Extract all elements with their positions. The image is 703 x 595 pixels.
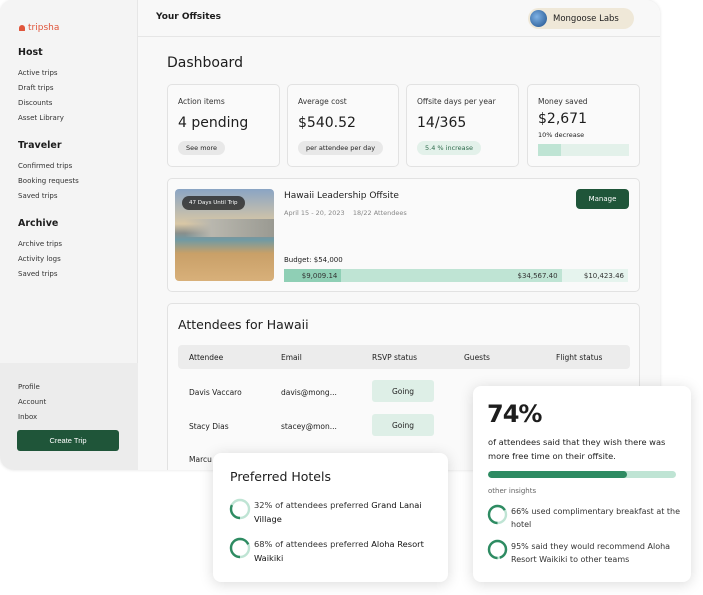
attendees-title: Attendees for Hawaii (178, 317, 309, 332)
col-attendee[interactable]: Attendee (189, 353, 224, 362)
stat-offsite-days: Offsite days per year 14/365 5.4 % incre… (406, 84, 519, 167)
logo-icon (19, 25, 25, 31)
hotel-stat: 68% of attendees preferred Aloha Resort … (254, 537, 434, 565)
progress-ring-icon (229, 537, 251, 559)
stat-pill: per attendee per day (298, 141, 384, 155)
hotel-stat-text: 68% of attendees preferred (254, 539, 372, 549)
insights-card: 74% of attendees said that they wish the… (473, 386, 691, 582)
insight-item: 66% used complimentary breakfast at the … (511, 507, 681, 529)
budget-segment: $10,423.46 (561, 269, 628, 282)
progress-fill (488, 471, 628, 478)
stat-label: Offsite days per year (417, 97, 496, 106)
org-name: Mongoose Labs (553, 13, 619, 24)
trip-photo: 47 Days Until Trip (175, 189, 274, 281)
insight-text: of attendees said that they wish there w… (488, 437, 666, 461)
stat-average-cost: Average cost $540.52 per attendee per da… (287, 84, 399, 167)
sidebar-item-booking-requests[interactable]: Booking requests (18, 177, 79, 185)
stat-value: 14/365 (417, 115, 467, 131)
col-rsvp[interactable]: RSVP status (372, 353, 418, 362)
page-title: Dashboard (167, 55, 243, 71)
insight-percent: 74% (487, 400, 542, 428)
attendee-email: stacey@mon... (281, 422, 337, 431)
manage-button[interactable]: Manage (576, 189, 629, 209)
trip-attendees: 18/22 Attendees (352, 209, 407, 217)
stat-label: Average cost (298, 97, 347, 106)
sidebar-item-archive-saved-trips[interactable]: Saved trips (18, 270, 58, 278)
stat-value: $540.52 (298, 115, 356, 131)
hotel-name: Grand Lanai Village (254, 500, 422, 524)
days-until-badge: 47 Days Until Trip (182, 196, 245, 210)
sidebar-item-archive-trips[interactable]: Archive trips (18, 240, 63, 248)
sidebar-item-discounts[interactable]: Discounts (18, 99, 53, 107)
rsvp-badge: Going (372, 380, 434, 402)
trip-card: 47 Days Until Trip Hawaii Leadership Off… (167, 178, 640, 292)
stat-label: Action items (178, 97, 225, 106)
budget-bar: $9,009.14 $34,567.40 $10,423.46 (284, 269, 628, 282)
progress-ring-icon (229, 498, 251, 520)
insight-progress (488, 471, 676, 478)
header-title: Your Offsites (156, 12, 221, 22)
attendee-name: Davis Vaccaro (189, 388, 242, 397)
section-archive: Archive (18, 218, 59, 229)
money-saved-progress (538, 144, 629, 156)
col-email[interactable]: Email (281, 353, 302, 362)
org-avatar (530, 10, 547, 27)
org-switcher[interactable]: Mongoose Labs (528, 8, 634, 29)
sidebar-item-active-trips[interactable]: Active trips (18, 69, 58, 77)
stat-label: Money saved (538, 97, 588, 106)
hotel-name: Aloha Resort Waikiki (254, 539, 424, 563)
other-insights-label: other insights (488, 487, 537, 495)
sidebar-item-inbox[interactable]: Inbox (18, 413, 38, 421)
sidebar-item-confirmed-trips[interactable]: Confirmed trips (18, 162, 73, 170)
trip-dates: April 15 - 20, 2023 (284, 209, 345, 217)
brand-name: tripsha (28, 23, 60, 33)
sidebar-bottom (0, 363, 138, 470)
hotel-stat: 32% of attendees preferred Grand Lanai V… (254, 498, 434, 526)
sidebar: tripsha Host Active trips Draft trips Di… (0, 0, 138, 470)
stat-money-saved: Money saved $2,671 10% decrease (527, 84, 640, 167)
attendees-table-header: Attendee Email RSVP status Guests Flight… (178, 345, 630, 369)
section-host: Host (18, 47, 43, 58)
rsvp-badge: Going (372, 414, 434, 436)
top-header: Your Offsites Mongoose Labs (138, 0, 660, 37)
col-flight[interactable]: Flight status (556, 353, 603, 362)
section-traveler: Traveler (18, 140, 62, 151)
progress-fill (538, 144, 561, 156)
sidebar-item-draft-trips[interactable]: Draft trips (18, 84, 54, 92)
see-more-button[interactable]: See more (178, 141, 226, 155)
attendee-email: davis@mong... (281, 388, 337, 397)
attendee-name: Stacy Dias (189, 422, 229, 431)
insight-item: 95% said they would recommend Aloha Reso… (511, 542, 671, 564)
sidebar-item-profile[interactable]: Profile (18, 383, 40, 391)
attendee-name: Marcu (189, 455, 212, 464)
create-trip-button[interactable]: Create Trip (17, 430, 119, 451)
stat-value: 4 pending (178, 115, 249, 131)
trip-meta: April 15 - 20, 2023 18/22 Attendees (284, 209, 407, 217)
preferred-hotels-card: Preferred Hotels 32% of attendees prefer… (213, 453, 448, 582)
sidebar-item-asset-library[interactable]: Asset Library (18, 114, 64, 122)
logo[interactable]: tripsha (19, 23, 59, 33)
sidebar-item-activity-logs[interactable]: Activity logs (18, 255, 61, 263)
trip-name[interactable]: Hawaii Leadership Offsite (284, 191, 399, 201)
stat-sub: 10% decrease (538, 131, 585, 139)
progress-ring-icon (487, 504, 508, 525)
hotel-stat-text: 32% of attendees preferred (254, 500, 372, 510)
budget-segment: $34,567.40 (341, 269, 562, 282)
stat-value: $2,671 (538, 111, 587, 127)
col-guests[interactable]: Guests (464, 353, 490, 362)
progress-ring-icon (487, 539, 508, 560)
stat-pill: 5.4 % increase (417, 141, 482, 155)
sidebar-item-account[interactable]: Account (18, 398, 47, 406)
sidebar-item-saved-trips[interactable]: Saved trips (18, 192, 58, 200)
hotels-title: Preferred Hotels (230, 469, 331, 484)
trip-budget: Budget: $54,000 (284, 256, 343, 264)
stat-action-items: Action items 4 pending See more (167, 84, 280, 167)
budget-segment: $9,009.14 (284, 269, 342, 282)
